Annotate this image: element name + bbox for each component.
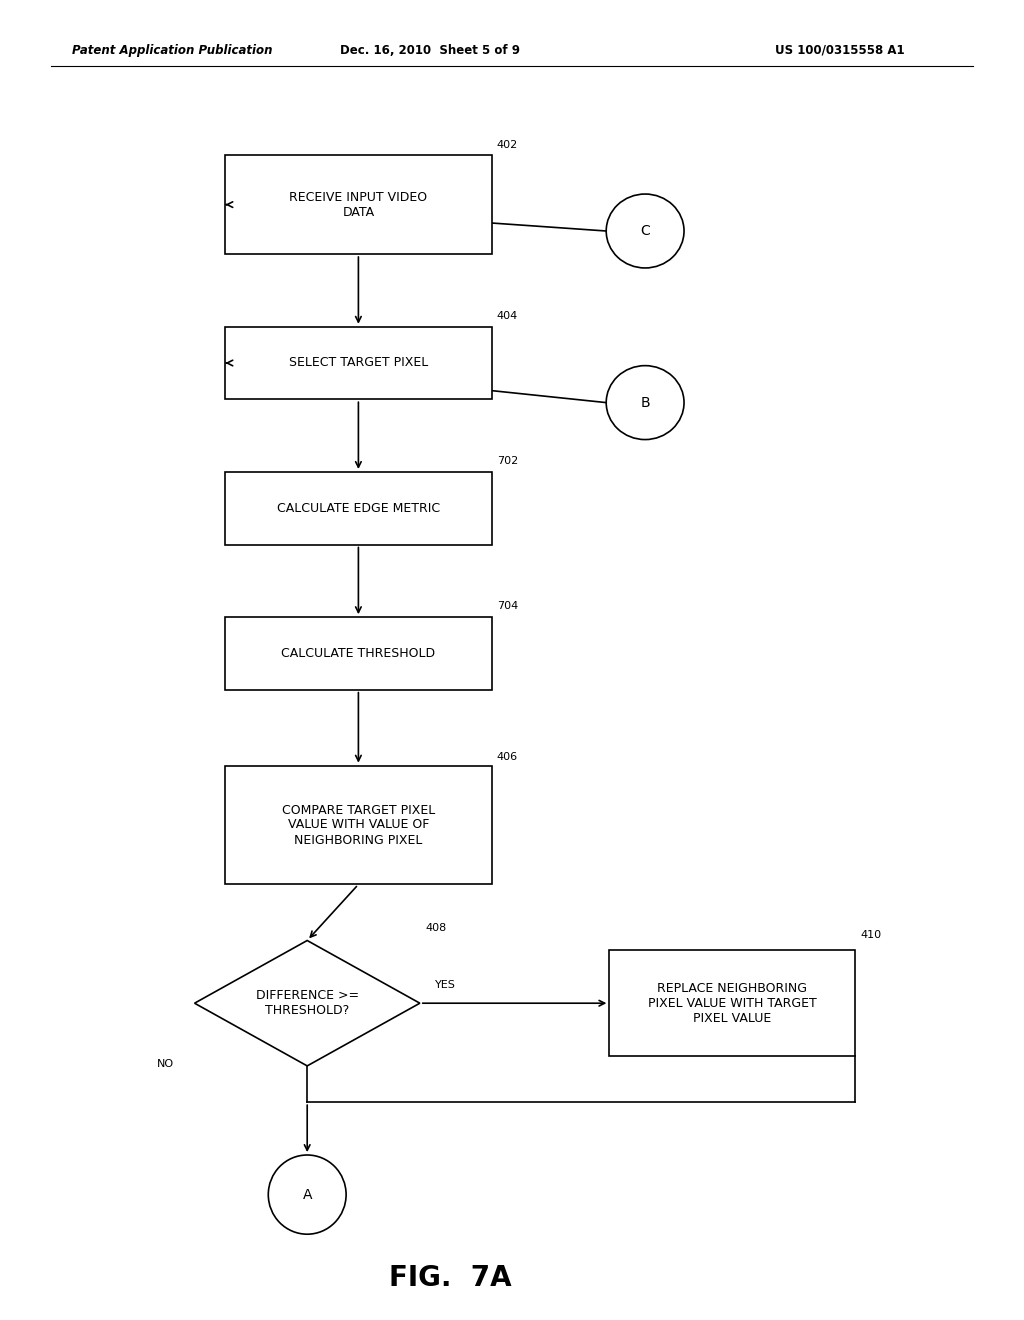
Text: Patent Application Publication: Patent Application Publication bbox=[72, 44, 272, 57]
FancyBboxPatch shape bbox=[225, 618, 492, 689]
Text: US 100/0315558 A1: US 100/0315558 A1 bbox=[775, 44, 904, 57]
Ellipse shape bbox=[268, 1155, 346, 1234]
Ellipse shape bbox=[606, 194, 684, 268]
Text: COMPARE TARGET PIXEL
VALUE WITH VALUE OF
NEIGHBORING PIXEL: COMPARE TARGET PIXEL VALUE WITH VALUE OF… bbox=[282, 804, 435, 846]
Text: A: A bbox=[302, 1188, 312, 1201]
FancyBboxPatch shape bbox=[609, 950, 855, 1056]
FancyBboxPatch shape bbox=[225, 326, 492, 399]
Text: RECEIVE INPUT VIDEO
DATA: RECEIVE INPUT VIDEO DATA bbox=[290, 190, 427, 219]
Text: SELECT TARGET PIXEL: SELECT TARGET PIXEL bbox=[289, 356, 428, 370]
Text: DIFFERENCE >=
THRESHOLD?: DIFFERENCE >= THRESHOLD? bbox=[256, 989, 358, 1018]
Text: REPLACE NEIGHBORING
PIXEL VALUE WITH TARGET
PIXEL VALUE: REPLACE NEIGHBORING PIXEL VALUE WITH TAR… bbox=[648, 982, 816, 1024]
Text: B: B bbox=[640, 396, 650, 409]
Polygon shape bbox=[195, 940, 420, 1067]
Ellipse shape bbox=[606, 366, 684, 440]
FancyBboxPatch shape bbox=[225, 766, 492, 884]
Text: 402: 402 bbox=[497, 140, 518, 150]
Text: 410: 410 bbox=[860, 929, 882, 940]
FancyBboxPatch shape bbox=[225, 471, 492, 544]
Text: 408: 408 bbox=[425, 923, 446, 933]
Text: YES: YES bbox=[435, 979, 456, 990]
Text: C: C bbox=[640, 224, 650, 238]
Text: 404: 404 bbox=[497, 310, 518, 321]
FancyBboxPatch shape bbox=[225, 156, 492, 253]
Text: CALCULATE THRESHOLD: CALCULATE THRESHOLD bbox=[282, 647, 435, 660]
Text: CALCULATE EDGE METRIC: CALCULATE EDGE METRIC bbox=[276, 502, 440, 515]
Text: Dec. 16, 2010  Sheet 5 of 9: Dec. 16, 2010 Sheet 5 of 9 bbox=[340, 44, 520, 57]
Text: 702: 702 bbox=[497, 455, 518, 466]
Text: NO: NO bbox=[157, 1059, 174, 1069]
Text: 704: 704 bbox=[497, 601, 518, 611]
Text: FIG.  7A: FIG. 7A bbox=[389, 1263, 512, 1292]
Text: 406: 406 bbox=[497, 751, 518, 762]
